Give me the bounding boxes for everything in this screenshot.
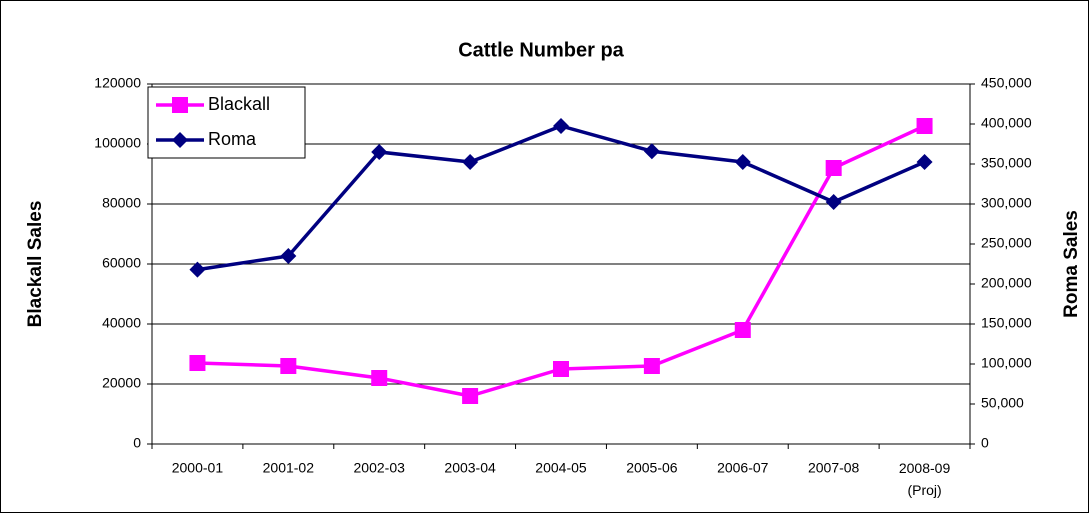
y-tick-label: 20000: [102, 375, 141, 391]
y-axis-label: Blackall Sales: [25, 201, 46, 328]
y-tick-label: 100000: [94, 135, 141, 151]
y-tick-label: 40000: [102, 315, 141, 331]
x-tick-label-line: 2008-09: [899, 460, 951, 476]
data-point: [371, 144, 388, 160]
data-point: [371, 370, 388, 386]
data-point: [734, 154, 751, 170]
y2-tick-label: 200,000: [981, 275, 1032, 291]
data-point: [462, 388, 479, 404]
data-point: [825, 194, 842, 210]
y2-tick-label: 0: [981, 435, 989, 451]
y2-tick-label: 350,000: [981, 155, 1032, 171]
data-point: [280, 248, 297, 264]
legend-marker: [172, 132, 188, 148]
data-point: [189, 355, 206, 371]
legend-label: Roma: [208, 129, 257, 149]
data-point: [734, 322, 751, 338]
data-point: [280, 358, 297, 374]
legend-marker: [172, 97, 188, 113]
x-tick-label: 2003-04: [444, 460, 496, 476]
x-tick-label: 2008-09 (Proj): [899, 460, 951, 498]
y2-tick-label: 50,000: [981, 395, 1024, 411]
data-point: [825, 160, 842, 176]
x-tick-label: 2006-07: [717, 460, 769, 476]
y-tick-label: 60000: [102, 255, 141, 271]
x-tick-label: 2002-03: [354, 460, 406, 476]
y-tick-label: 0: [133, 435, 141, 451]
chart-title: Cattle Number pa: [458, 39, 624, 61]
y2-tick-label: 450,000: [981, 75, 1032, 91]
data-point: [189, 261, 206, 278]
y-tick-label: 120000: [94, 75, 141, 91]
y2-tick-label: 250,000: [981, 235, 1032, 251]
x-tick-label: 2005-06: [626, 460, 678, 476]
x-tick-label: 2000-01: [172, 460, 224, 476]
data-point: [916, 118, 933, 134]
x-tick-label: 2001-02: [263, 460, 315, 476]
data-point: [462, 154, 479, 170]
x-tick-label-line: (Proj): [907, 482, 941, 498]
x-tick-label: 2007-08: [808, 460, 860, 476]
y2-tick-label: 150,000: [981, 315, 1032, 331]
y-tick-label: 80000: [102, 195, 141, 211]
data-point: [643, 143, 660, 160]
data-point: [643, 358, 660, 374]
data-point: [553, 118, 569, 134]
legend-label: Blackall: [208, 94, 270, 114]
y2-tick-label: 300,000: [981, 195, 1032, 211]
y2-tick-label: 400,000: [981, 115, 1032, 131]
y2-tick-label: 100,000: [981, 355, 1032, 371]
data-point: [553, 361, 569, 377]
x-tick-label: 2004-05: [535, 460, 587, 476]
y2-axis-label: Roma Sales: [1061, 210, 1082, 318]
data-point: [916, 154, 933, 170]
